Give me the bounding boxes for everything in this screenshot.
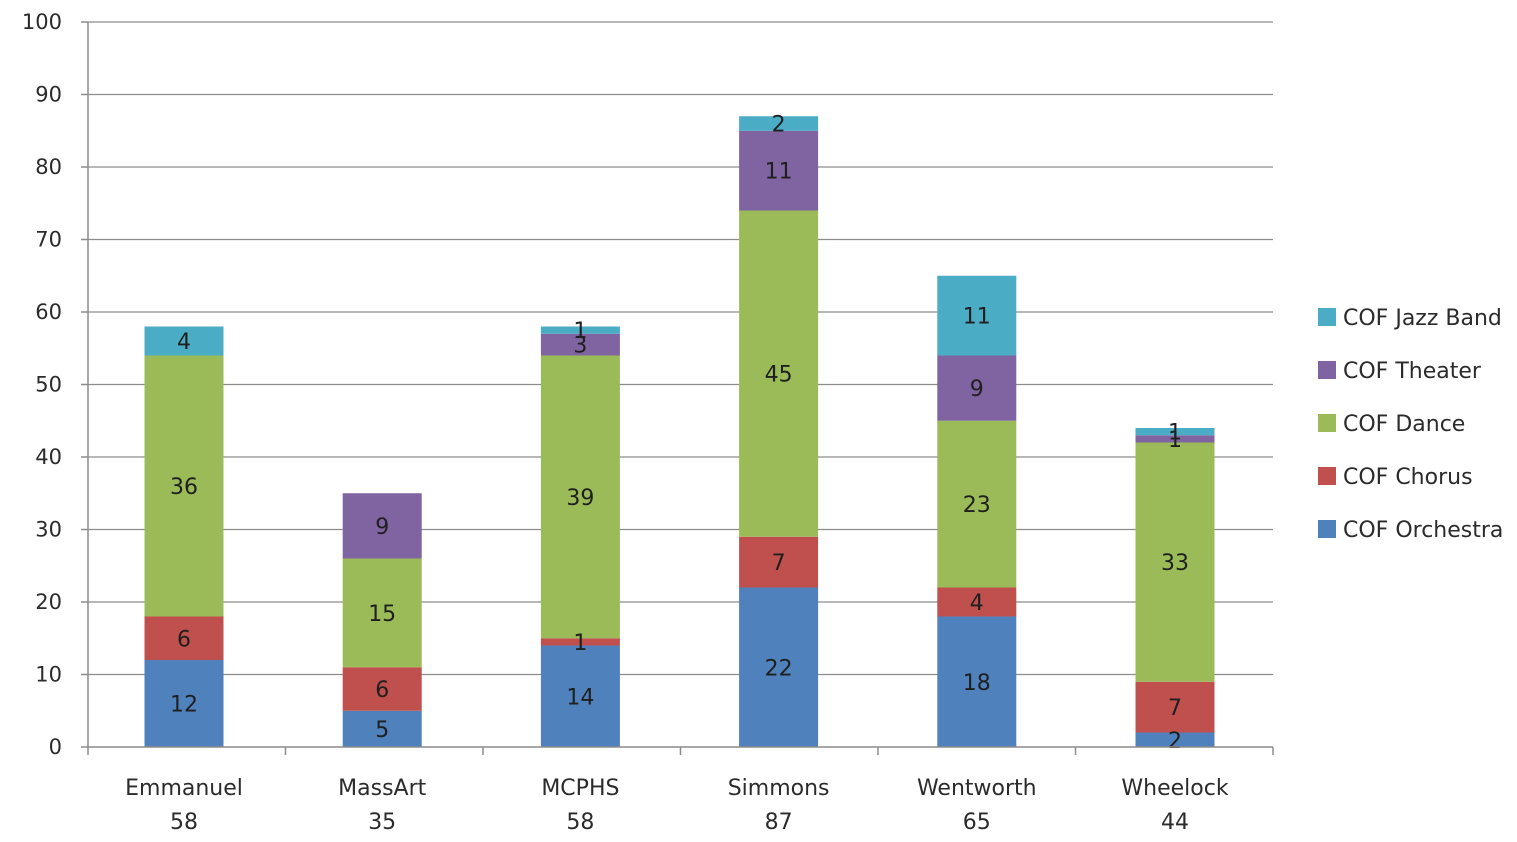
y-tick-label: 40: [35, 445, 62, 469]
bar-segment: [739, 587, 819, 747]
x-tick-label: Simmons: [728, 776, 830, 801]
bar-segment: [1135, 442, 1215, 682]
legend-label: COF Orchestra: [1343, 518, 1503, 543]
bar-segment: [144, 355, 224, 617]
data-label: 1: [573, 319, 587, 344]
data-label: 11: [963, 305, 991, 330]
bars: [144, 116, 1215, 747]
y-tick-label: 60: [35, 300, 62, 324]
data-label: 15: [368, 602, 396, 627]
y-tick-label: 70: [35, 228, 62, 252]
bar-segment: [144, 660, 224, 747]
y-tick-label: 90: [35, 83, 62, 107]
data-label: 6: [177, 627, 191, 652]
data-label: 12: [170, 693, 198, 718]
y-tick-label: 30: [35, 518, 62, 542]
legend-swatch: [1318, 414, 1336, 432]
legend-label: COF Jazz Band: [1343, 306, 1502, 331]
x-tick-label: Emmanuel: [125, 776, 243, 801]
bar-segment: [1135, 732, 1215, 747]
x-tick-label: Wheelock: [1121, 776, 1228, 801]
gridlines: [88, 21, 1273, 676]
data-label: 1: [1168, 428, 1182, 453]
legend-label: COF Theater: [1343, 359, 1482, 384]
x-tick-total: 65: [963, 810, 991, 835]
bar-segment: [540, 645, 620, 747]
y-tick-label: 0: [49, 735, 62, 759]
y-tick-label: 100: [22, 10, 62, 34]
data-label: 4: [177, 330, 191, 355]
bar-segment: [540, 355, 620, 639]
legend-swatch: [1318, 308, 1336, 326]
data-label: 7: [772, 551, 786, 576]
legend-swatch: [1318, 361, 1336, 379]
data-label: 7: [1168, 696, 1182, 721]
bar-segment: [937, 587, 1017, 617]
x-tick-total: 58: [566, 810, 594, 835]
bar-segment: [342, 493, 422, 559]
data-label: 14: [566, 685, 594, 710]
x-tick-label: MCPHS: [541, 776, 619, 801]
data-label: 36: [170, 475, 198, 500]
y-tick-label: 50: [35, 373, 62, 397]
bar-segment: [540, 333, 620, 356]
bar-segment: [1135, 435, 1215, 443]
data-label: 33: [1161, 551, 1189, 576]
data-label: 4: [970, 591, 984, 616]
bar-segment: [342, 667, 422, 711]
bar-segment: [144, 326, 224, 356]
legend-label: COF Chorus: [1343, 465, 1473, 490]
axes: 0 10 20 30 40 50 60 70 80 90 100 Emmanuel 58 MassArt 3…: [22, 10, 1274, 835]
data-label: 5: [375, 718, 389, 743]
bar-segment: [739, 536, 819, 588]
x-tick-total: 58: [170, 810, 198, 835]
data-label: 22: [765, 656, 793, 681]
legend-swatch: [1318, 520, 1336, 538]
data-label: 18: [963, 671, 991, 696]
bar-segment: [937, 355, 1017, 421]
y-tick-label: 80: [35, 155, 62, 179]
legend-label: COF Dance: [1343, 412, 1465, 437]
x-tick-total: 35: [368, 810, 396, 835]
bar-segment: [1135, 428, 1215, 436]
data-label: 3: [573, 334, 587, 359]
bar-segment: [937, 420, 1017, 588]
y-tick-label: 20: [35, 590, 62, 614]
legend-swatch: [1318, 467, 1336, 485]
x-tick-label: Wentworth: [917, 776, 1037, 801]
bar-segment: [144, 616, 224, 660]
data-label: 1: [1168, 421, 1182, 446]
bar-segment: [937, 275, 1017, 356]
bar-segment: [342, 558, 422, 668]
bar-segment: [540, 638, 620, 646]
data-label: 2: [772, 113, 786, 138]
data-label: 9: [375, 515, 389, 540]
bar-segment: [540, 326, 620, 334]
y-tick-label: 10: [35, 663, 62, 687]
legend: COF Jazz Band COF Theater COF Dance COF Cho…: [1318, 306, 1503, 543]
data-label: 6: [375, 678, 389, 703]
data-label: 2: [1168, 729, 1182, 754]
bar-segment: [1135, 681, 1215, 733]
data-label: 1: [573, 631, 587, 656]
data-label: 23: [963, 493, 991, 518]
bar-segment: [739, 116, 819, 131]
data-label: 9: [970, 377, 984, 402]
bar-segment: [739, 210, 819, 537]
data-label: 45: [765, 363, 793, 388]
x-tick-total: 44: [1161, 810, 1189, 835]
bar-segment: [937, 616, 1017, 747]
x-tick-label: MassArt: [338, 776, 426, 801]
data-label: 39: [566, 486, 594, 511]
x-tick-total: 87: [765, 810, 793, 835]
bar-segment: [342, 710, 422, 747]
data-label: 11: [765, 160, 793, 185]
bar-segment: [739, 130, 819, 211]
